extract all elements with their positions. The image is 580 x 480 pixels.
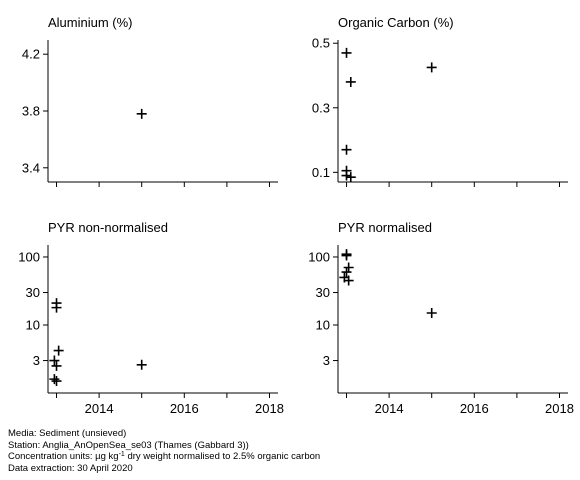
panel-pyr-non-normalised-point xyxy=(51,360,62,371)
panel-pyr-non-normalised: PYR non-normalised 3 10 30 100 2014 2016 2018 xyxy=(18,220,284,416)
panel-pyr-normalised-x-tick-label: 2018 xyxy=(545,401,574,416)
panel-pyr-non-normalised-point xyxy=(53,345,64,356)
panel-pyr-non-normalised-point xyxy=(51,302,62,313)
panel-aluminium-y-tick-label: 3.8 xyxy=(22,104,40,119)
panel-organic-carbon: Organic Carbon (%) 0.1 0.3 0.5 xyxy=(312,15,568,187)
panel-pyr-normalised-y-tick-label: 30 xyxy=(316,285,330,300)
panel-pyr-normalised-point xyxy=(426,308,437,319)
chart-footer: Media: Sediment (unsieved) Station: Angl… xyxy=(8,428,320,474)
panel-aluminium: Aluminium (%) 3.4 3.8 4.2 xyxy=(22,15,278,187)
panel-organic-carbon-point xyxy=(426,62,437,73)
panel-pyr-normalised-x-tick-label: 2016 xyxy=(460,401,489,416)
panel-pyr-non-normalised-y-tick-label: 30 xyxy=(26,285,40,300)
panel-pyr-non-normalised-y-tick-label: 10 xyxy=(26,317,40,332)
panel-pyr-normalised-y-tick-label: 10 xyxy=(316,317,330,332)
panel-pyr-normalised-x-tick-label: 2014 xyxy=(375,401,404,416)
footer-units-suffix: dry weight normalised to 2.5% organic ca… xyxy=(124,451,321,462)
panel-organic-carbon-title: Organic Carbon (%) xyxy=(338,15,454,30)
panel-pyr-normalised-title: PYR normalised xyxy=(338,220,432,235)
panel-pyr-normalised-y-tick-label: 100 xyxy=(308,249,330,264)
panel-aluminium-point xyxy=(136,108,147,119)
panel-organic-carbon-point xyxy=(341,170,352,181)
footer-media: Media: Sediment (unsieved) xyxy=(8,428,127,439)
panel-organic-carbon-point xyxy=(345,76,356,87)
panel-pyr-non-normalised-point xyxy=(49,355,60,366)
panel-pyr-non-normalised-y-tick-label: 100 xyxy=(18,249,40,264)
panel-pyr-non-normalised-x-tick-label: 2018 xyxy=(255,401,284,416)
panel-organic-carbon-point xyxy=(345,172,356,183)
panel-pyr-normalised: PYR normalised 3 10 30 100 2014 2016 2018 xyxy=(308,220,574,416)
panel-pyr-normalised-point xyxy=(343,262,354,273)
panel-organic-carbon-y-tick-label: 0.5 xyxy=(312,36,330,51)
footer-units: Concentration units: µg kg-1 dry weight … xyxy=(8,451,320,463)
panel-organic-carbon-point xyxy=(341,47,352,58)
panel-pyr-non-normalised-x-tick-label: 2014 xyxy=(85,401,114,416)
panel-aluminium-title: Aluminium (%) xyxy=(48,15,133,30)
footer-station: Station: Anglia_AnOpenSea_se03 (Thames (… xyxy=(8,439,249,451)
panel-pyr-non-normalised-title: PYR non-normalised xyxy=(48,220,168,235)
panel-pyr-non-normalised-point xyxy=(136,359,147,370)
panel-organic-carbon-point xyxy=(341,144,352,155)
panel-pyr-normalised-point xyxy=(341,250,352,261)
footer-units-prefix: Concentration units: µg kg xyxy=(8,451,119,462)
panel-aluminium-y-tick-label: 4.2 xyxy=(22,47,40,62)
panel-organic-carbon-y-tick-label: 0.1 xyxy=(312,165,330,180)
panel-pyr-normalised-y-tick-label: 3 xyxy=(323,353,330,368)
footer-units-sup: -1 xyxy=(118,451,125,458)
panel-pyr-non-normalised-y-tick-label: 3 xyxy=(33,353,40,368)
panel-pyr-non-normalised-point xyxy=(51,376,62,387)
chart-area: Aluminium (%) 3.4 3.8 4.2 Organic Carbon (%)… xyxy=(18,15,574,416)
panel-pyr-non-normalised-point xyxy=(49,374,60,385)
footer-extraction: Data extraction: 30 April 2020 xyxy=(8,462,133,474)
panel-pyr-normalised-point xyxy=(341,267,352,278)
panel-organic-carbon-y-tick-label: 0.3 xyxy=(312,100,330,115)
panel-pyr-non-normalised-x-tick-label: 2016 xyxy=(170,401,199,416)
panel-aluminium-y-tick-label: 3.4 xyxy=(22,160,40,175)
panel-pyr-normalised-point xyxy=(343,275,354,286)
